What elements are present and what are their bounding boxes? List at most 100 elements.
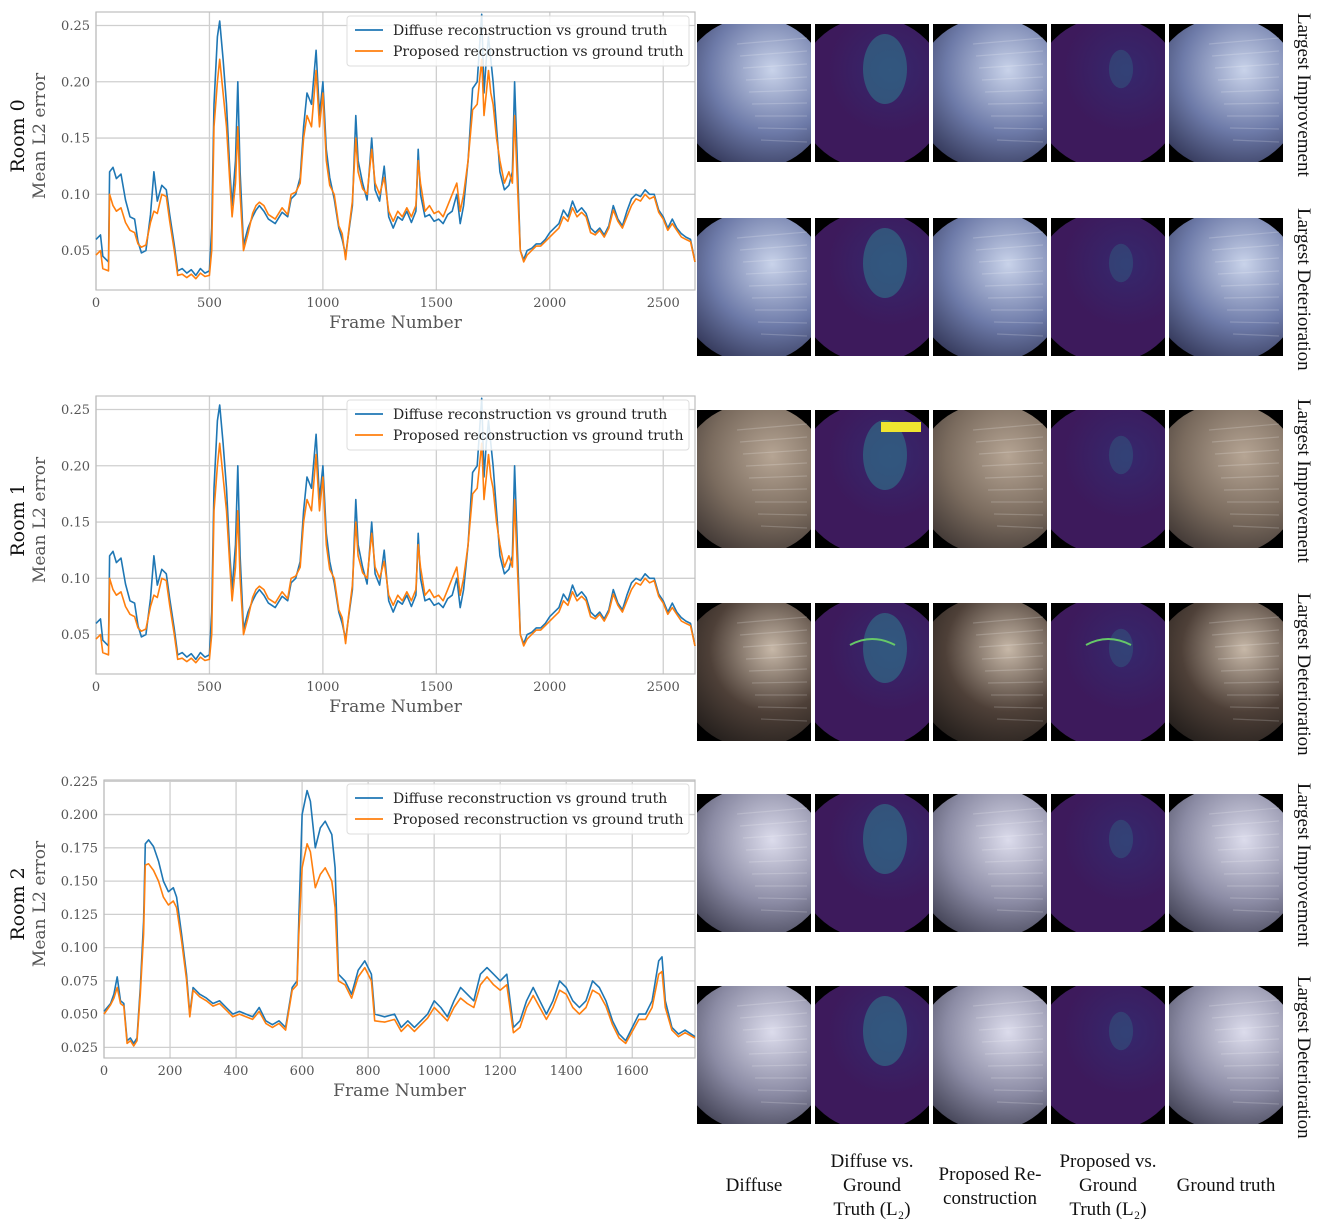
column-label-line: Proposed vs. <box>1059 1151 1157 1172</box>
blind-line <box>981 462 1044 467</box>
room-label: Room 0 <box>7 99 29 172</box>
y-tick-label: 0.05 <box>61 628 90 643</box>
error-heatmap-thumbnail <box>1051 986 1165 1124</box>
error-heatmap-thumbnail <box>815 986 929 1124</box>
error-highlight <box>863 420 907 490</box>
y-tick-label: 0.125 <box>61 908 98 923</box>
x-tick-label: 1200 <box>484 1064 517 1079</box>
blind-line <box>1214 63 1280 69</box>
error-highlight <box>849 638 896 646</box>
blind-line <box>751 681 808 684</box>
blind-line <box>748 1051 808 1055</box>
x-axis-label: Frame Number <box>333 1081 467 1101</box>
error-heatmap-thumbnail <box>1051 410 1165 548</box>
blind-line <box>972 999 1044 1007</box>
blind-line <box>760 718 808 722</box>
column-label: Diffuse <box>694 1174 814 1198</box>
series-line-proposed <box>95 442 696 664</box>
fisheye-disc <box>933 410 1047 548</box>
fisheye-photo-thumbnail <box>933 986 1047 1124</box>
x-tick-label: 500 <box>197 680 222 695</box>
fisheye-disc <box>933 794 1047 932</box>
blind-line <box>748 859 808 863</box>
x-tick-label: 2000 <box>533 296 566 311</box>
blind-line <box>975 629 1044 636</box>
legend-entry: Diffuse reconstruction vs ground truth <box>393 407 667 423</box>
x-tick-label: 0 <box>92 680 100 695</box>
blind-line <box>748 283 808 287</box>
fisheye-disc <box>1169 794 1283 932</box>
x-tick-label: 0 <box>100 1064 108 1079</box>
error-highlight <box>1108 49 1134 89</box>
blind-line <box>972 37 1044 45</box>
x-tick-label: 1600 <box>616 1064 649 1079</box>
error-highlight <box>881 422 921 432</box>
blind-line <box>978 257 1044 263</box>
legend-box <box>346 399 690 451</box>
blind-line <box>981 846 1044 851</box>
blind-line <box>1232 718 1280 722</box>
blind-line <box>757 1089 808 1092</box>
blind-line <box>1208 807 1280 815</box>
y-tick-label: 0.225 <box>61 775 98 790</box>
y-tick-label: 0.150 <box>61 875 98 890</box>
fisheye-disc <box>697 794 811 932</box>
y-axis-label: Mean L2 error <box>30 456 50 583</box>
column-label-line: construction <box>943 1188 1037 1209</box>
fisheye-disc <box>697 603 811 741</box>
blind-line <box>972 231 1044 239</box>
error-highlight <box>863 804 907 874</box>
blind-line <box>1220 859 1280 863</box>
plot-frame <box>103 779 696 1059</box>
blind-line <box>760 525 808 529</box>
error-heatmap-thumbnail <box>815 24 929 162</box>
blind-line <box>996 525 1044 529</box>
fisheye-disc <box>1169 986 1283 1124</box>
blind-line <box>1211 436 1280 443</box>
blind-line <box>1214 1025 1280 1031</box>
blind-line <box>745 76 808 81</box>
blind-line <box>745 1038 808 1043</box>
blind-line <box>1208 37 1280 45</box>
blind-line <box>984 475 1044 479</box>
blind-line <box>1214 257 1280 263</box>
blind-line <box>975 244 1044 251</box>
room-label: Room 2 <box>7 867 29 940</box>
blind-line <box>996 333 1044 337</box>
blind-line <box>978 63 1044 69</box>
fisheye-disc <box>933 603 1047 741</box>
blind-line <box>993 127 1044 130</box>
y-axis-label: Mean L2 error <box>30 72 50 199</box>
fisheye-photo-thumbnail <box>1169 410 1283 548</box>
blind-line <box>1223 488 1280 491</box>
blind-line <box>742 449 808 455</box>
fisheye-photo-thumbnail <box>697 24 811 162</box>
plot-frame <box>95 395 696 675</box>
blind-line <box>1208 423 1280 431</box>
blind-line <box>757 321 808 324</box>
fisheye-photo-thumbnail <box>1169 603 1283 741</box>
blind-line <box>987 102 1044 105</box>
y-tick-label: 0.20 <box>61 459 90 474</box>
row-label: Largest Deterioration <box>1293 592 1314 756</box>
blind-line <box>1223 872 1280 875</box>
blind-line <box>1232 333 1280 337</box>
blind-line <box>987 296 1044 299</box>
y-tick-label: 0.050 <box>61 1008 98 1023</box>
blind-line <box>1232 909 1280 913</box>
fisheye-disc <box>933 218 1047 356</box>
blind-line <box>742 63 808 69</box>
fisheye-disc <box>1051 218 1165 356</box>
legend-entry: Proposed reconstruction vs ground truth <box>393 44 684 60</box>
row-label: Largest Improvement <box>1293 399 1314 563</box>
blind-line <box>978 833 1044 839</box>
y-tick-label: 0.10 <box>61 188 90 203</box>
x-tick-label: 200 <box>158 1064 183 1079</box>
column-label: Proposed Re-construction <box>930 1163 1050 1211</box>
blind-line <box>1232 525 1280 529</box>
blind-line <box>748 475 808 479</box>
fisheye-photo-thumbnail <box>933 410 1047 548</box>
blind-line <box>996 1101 1044 1105</box>
blind-line <box>972 423 1044 431</box>
blind-line <box>1229 321 1280 324</box>
